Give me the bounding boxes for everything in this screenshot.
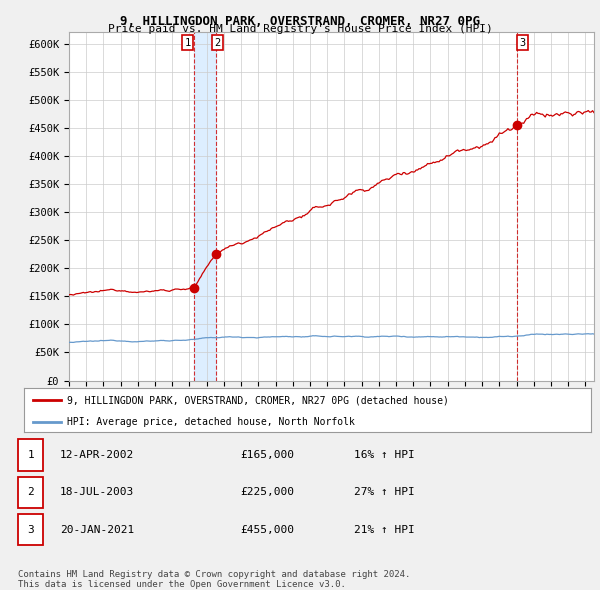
- Text: 3: 3: [520, 38, 526, 48]
- Text: 21% ↑ HPI: 21% ↑ HPI: [354, 525, 415, 535]
- FancyBboxPatch shape: [18, 477, 43, 508]
- Text: 1: 1: [27, 450, 34, 460]
- Text: HPI: Average price, detached house, North Norfolk: HPI: Average price, detached house, Nort…: [67, 417, 355, 427]
- Text: 9, HILLINGDON PARK, OVERSTRAND, CROMER, NR27 0PG (detached house): 9, HILLINGDON PARK, OVERSTRAND, CROMER, …: [67, 395, 448, 405]
- Text: Price paid vs. HM Land Registry's House Price Index (HPI): Price paid vs. HM Land Registry's House …: [107, 24, 493, 34]
- Text: 16% ↑ HPI: 16% ↑ HPI: [354, 450, 415, 460]
- Text: 9, HILLINGDON PARK, OVERSTRAND, CROMER, NR27 0PG: 9, HILLINGDON PARK, OVERSTRAND, CROMER, …: [120, 15, 480, 28]
- Text: £165,000: £165,000: [240, 450, 294, 460]
- Text: £455,000: £455,000: [240, 525, 294, 535]
- Text: 2: 2: [27, 487, 34, 497]
- Text: 1: 1: [184, 38, 191, 48]
- Bar: [194, 32, 216, 381]
- Text: 18-JUL-2003: 18-JUL-2003: [60, 487, 134, 497]
- FancyBboxPatch shape: [18, 514, 43, 546]
- Text: £225,000: £225,000: [240, 487, 294, 497]
- Text: 12-APR-2002: 12-APR-2002: [60, 450, 134, 460]
- FancyBboxPatch shape: [18, 440, 43, 471]
- Text: 27% ↑ HPI: 27% ↑ HPI: [354, 487, 415, 497]
- Text: 2: 2: [215, 38, 221, 48]
- Text: 3: 3: [27, 525, 34, 535]
- Text: Contains HM Land Registry data © Crown copyright and database right 2024.
This d: Contains HM Land Registry data © Crown c…: [18, 570, 410, 589]
- Text: 20-JAN-2021: 20-JAN-2021: [60, 525, 134, 535]
